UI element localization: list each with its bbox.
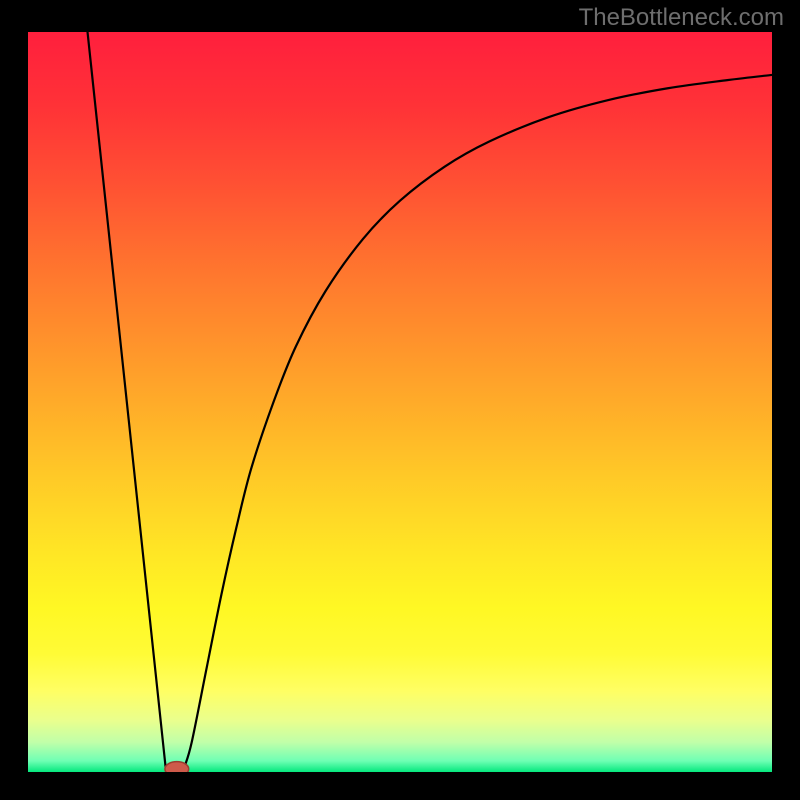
plot-area — [28, 32, 772, 772]
bottleneck-curve-chart — [28, 32, 772, 772]
gradient-background — [28, 32, 772, 772]
chart-frame: TheBottleneck.com — [0, 0, 800, 800]
optimal-point-marker — [165, 762, 189, 772]
watermark-text: TheBottleneck.com — [579, 4, 784, 32]
